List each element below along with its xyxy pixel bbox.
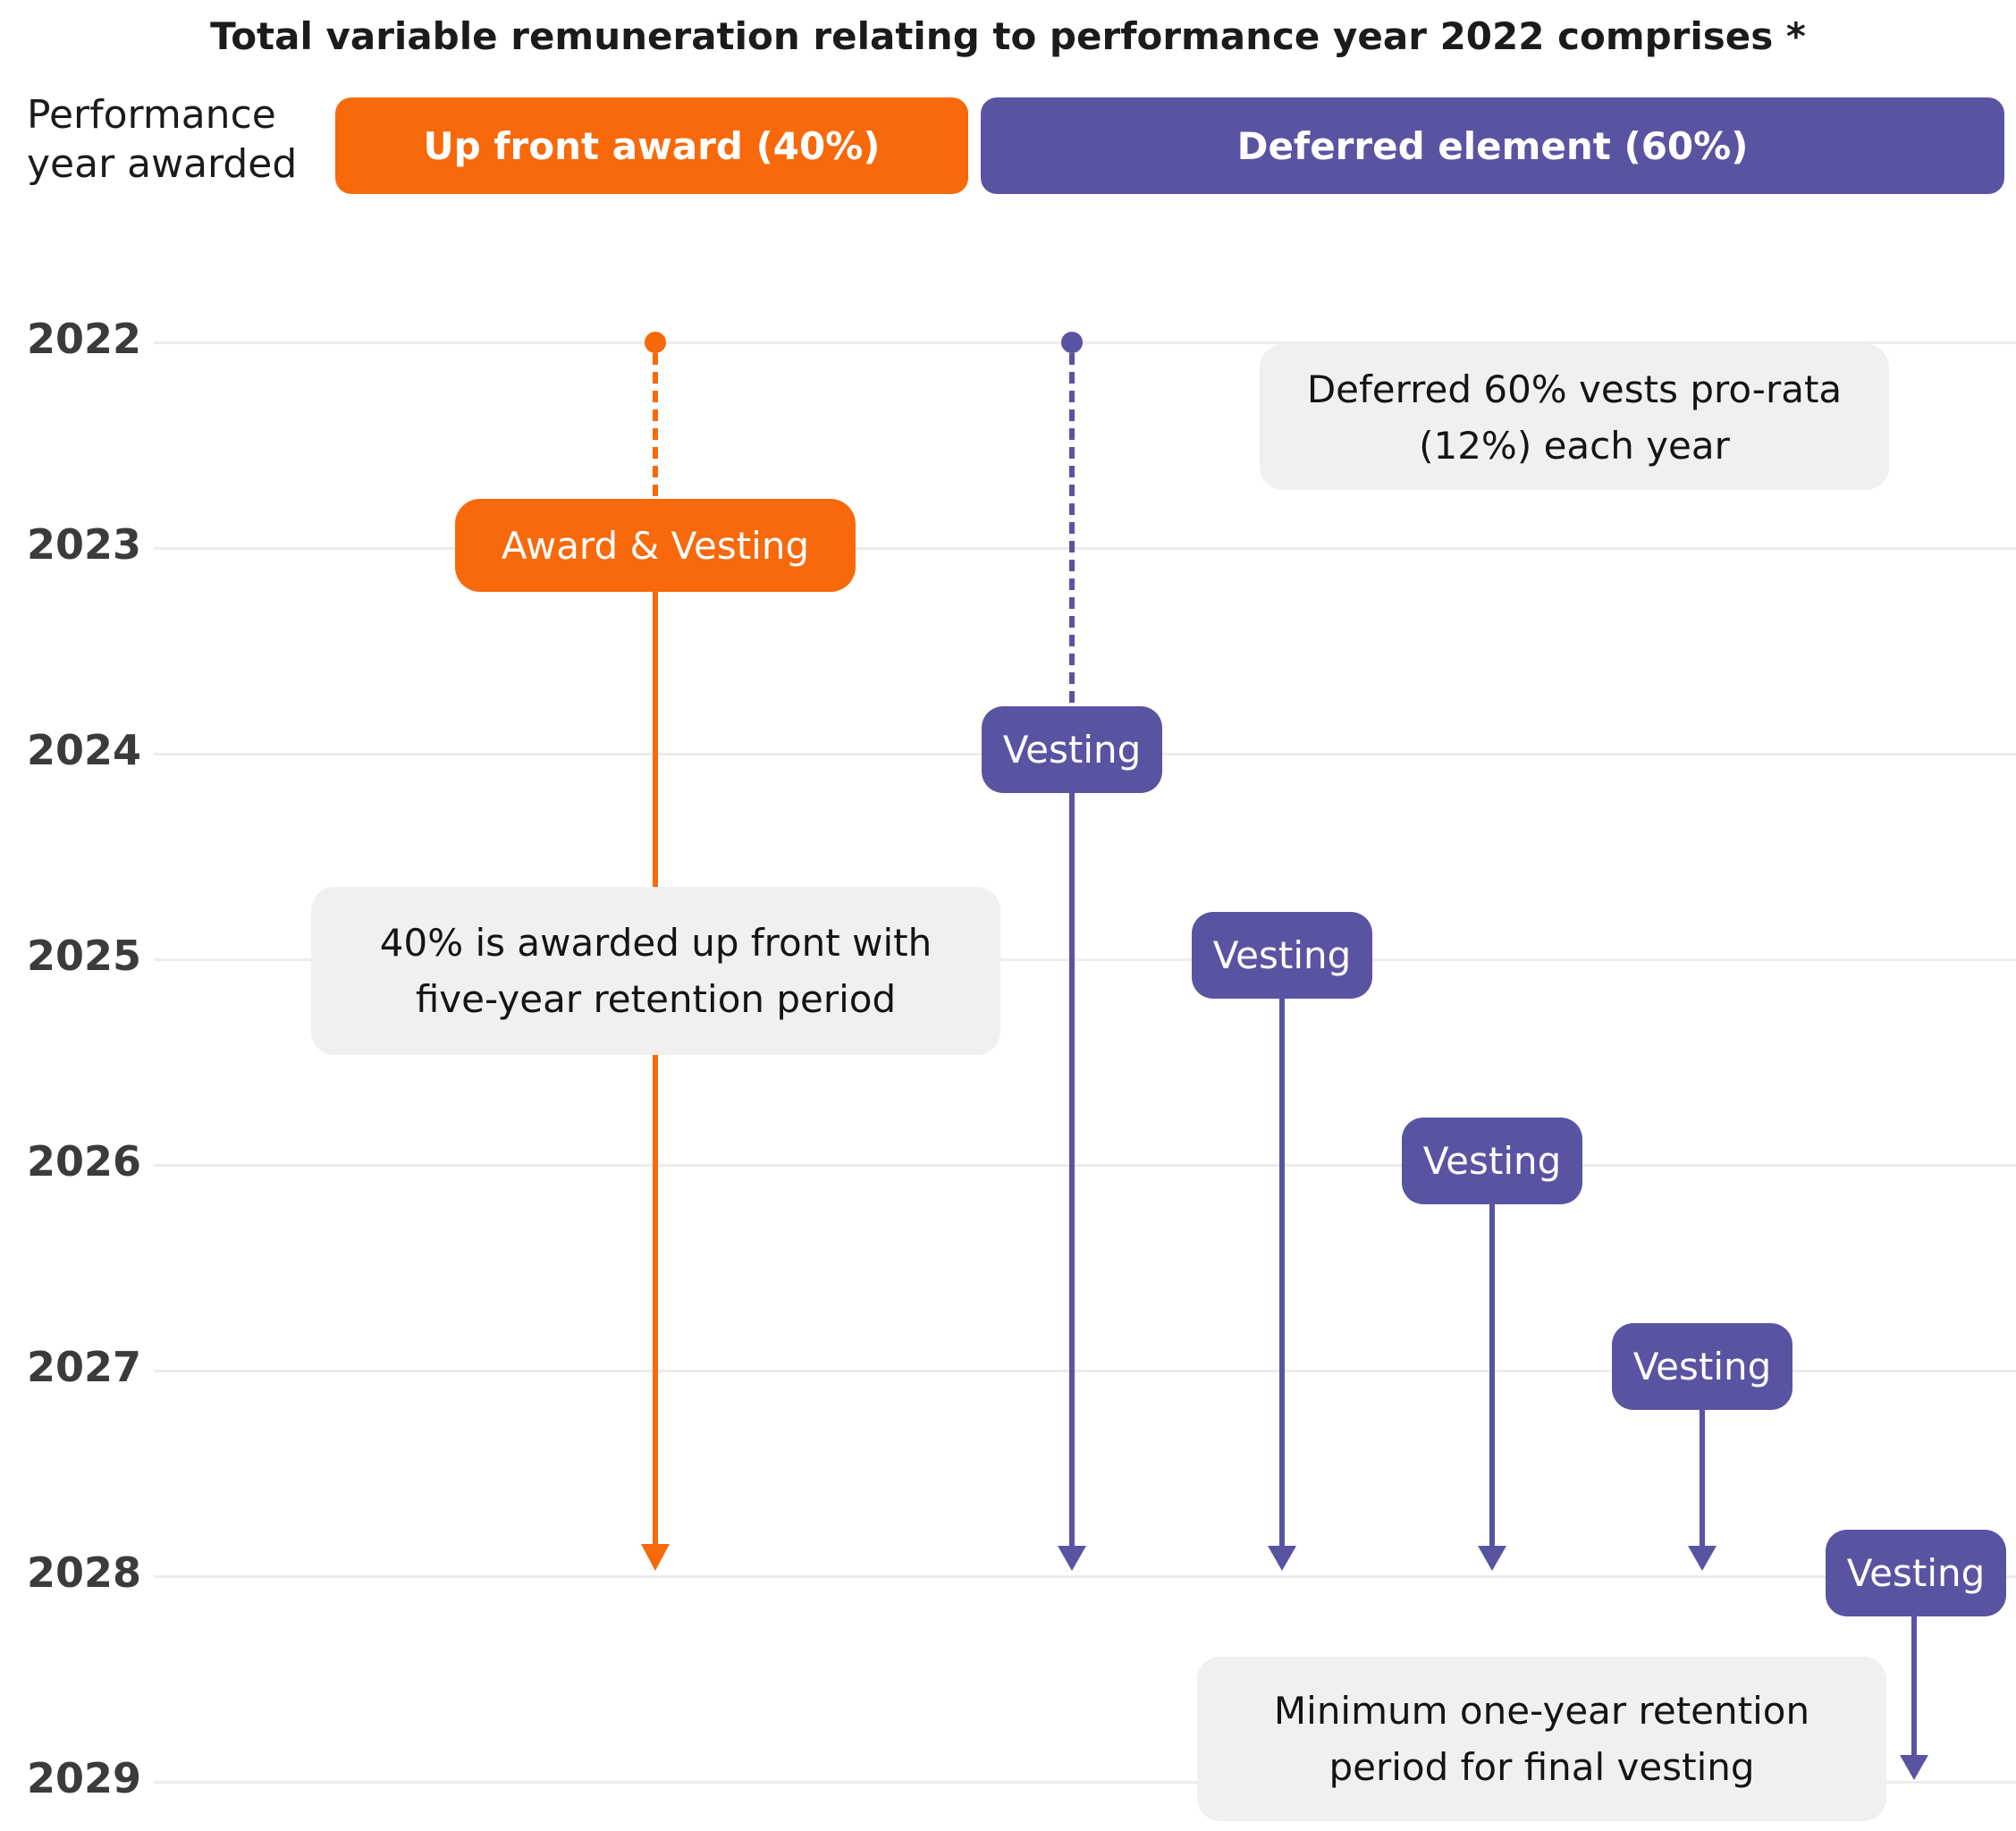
performance-axis-label-line1: Performance (27, 92, 276, 138)
deferred5-solid-line (1911, 1614, 1917, 1757)
year-label: 2026 (27, 1137, 142, 1186)
vesting-badge: Vesting (1192, 912, 1372, 999)
note-line: period for final vesting (1329, 1745, 1755, 1789)
note-line: (12%) each year (1419, 423, 1730, 468)
deferred2-solid-line (1279, 997, 1285, 1547)
year-gridline-2025 (154, 958, 2016, 961)
note-deferred-prorata: Deferred 60% vests pro-rata (12%) each y… (1260, 344, 1889, 490)
upfront-award-pill: Up front award (40%) (335, 97, 968, 194)
deferred1-start-dot-icon (1061, 332, 1083, 353)
year-label: 2024 (27, 726, 142, 774)
vesting-badge: Vesting (982, 706, 1162, 793)
performance-axis-label-line2: year awarded (27, 141, 298, 187)
arrow-down-icon (1478, 1546, 1506, 1571)
arrow-down-icon (641, 1544, 670, 1571)
year-label: 2028 (27, 1548, 142, 1597)
arrow-down-icon (1058, 1546, 1086, 1571)
year-label: 2023 (27, 520, 142, 569)
award-vesting-badge: Award & Vesting (455, 499, 856, 592)
note-line: 40% is awarded up front with (379, 921, 932, 965)
arrow-down-icon (1268, 1546, 1296, 1571)
deferred1-dashed-line (1069, 353, 1075, 706)
performance-axis-label: Performance year awarded (27, 90, 297, 189)
note-final-retention: Minimum one-year retention period for fi… (1197, 1657, 1886, 1821)
year-gridline-2022 (154, 342, 2016, 344)
note-line: five-year retention period (415, 977, 897, 1021)
year-gridline-2028 (154, 1575, 2016, 1578)
deferred-element-pill: Deferred element (60%) (981, 97, 2004, 194)
upfront-dashed-line (653, 353, 658, 500)
vesting-badge: Vesting (1826, 1530, 2006, 1616)
page-title: Total variable remuneration relating to … (210, 14, 1806, 58)
upfront-solid-line (653, 591, 658, 1546)
upfront-start-dot-icon (645, 332, 666, 353)
year-label: 2027 (27, 1343, 142, 1391)
arrow-down-icon (1900, 1755, 1928, 1780)
vesting-badge: Vesting (1402, 1118, 1582, 1204)
year-gridline-2029 (154, 1781, 2016, 1784)
year-gridline-2027 (154, 1370, 2016, 1372)
deferred4-solid-line (1700, 1408, 1705, 1547)
note-line: Deferred 60% vests pro-rata (1306, 367, 1843, 411)
vesting-badge: Vesting (1612, 1323, 1792, 1410)
year-gridline-2026 (154, 1164, 2016, 1167)
year-label: 2022 (27, 315, 142, 363)
year-label: 2029 (27, 1754, 142, 1802)
arrow-down-icon (1688, 1546, 1717, 1571)
year-gridline-2023 (154, 547, 2016, 550)
note-line: Minimum one-year retention (1273, 1689, 1810, 1733)
note-upfront-retention: 40% is awarded up front with five-year r… (311, 887, 1000, 1055)
deferred3-solid-line (1489, 1202, 1495, 1547)
deferred1-solid-line (1069, 791, 1075, 1547)
year-label: 2025 (27, 932, 142, 980)
